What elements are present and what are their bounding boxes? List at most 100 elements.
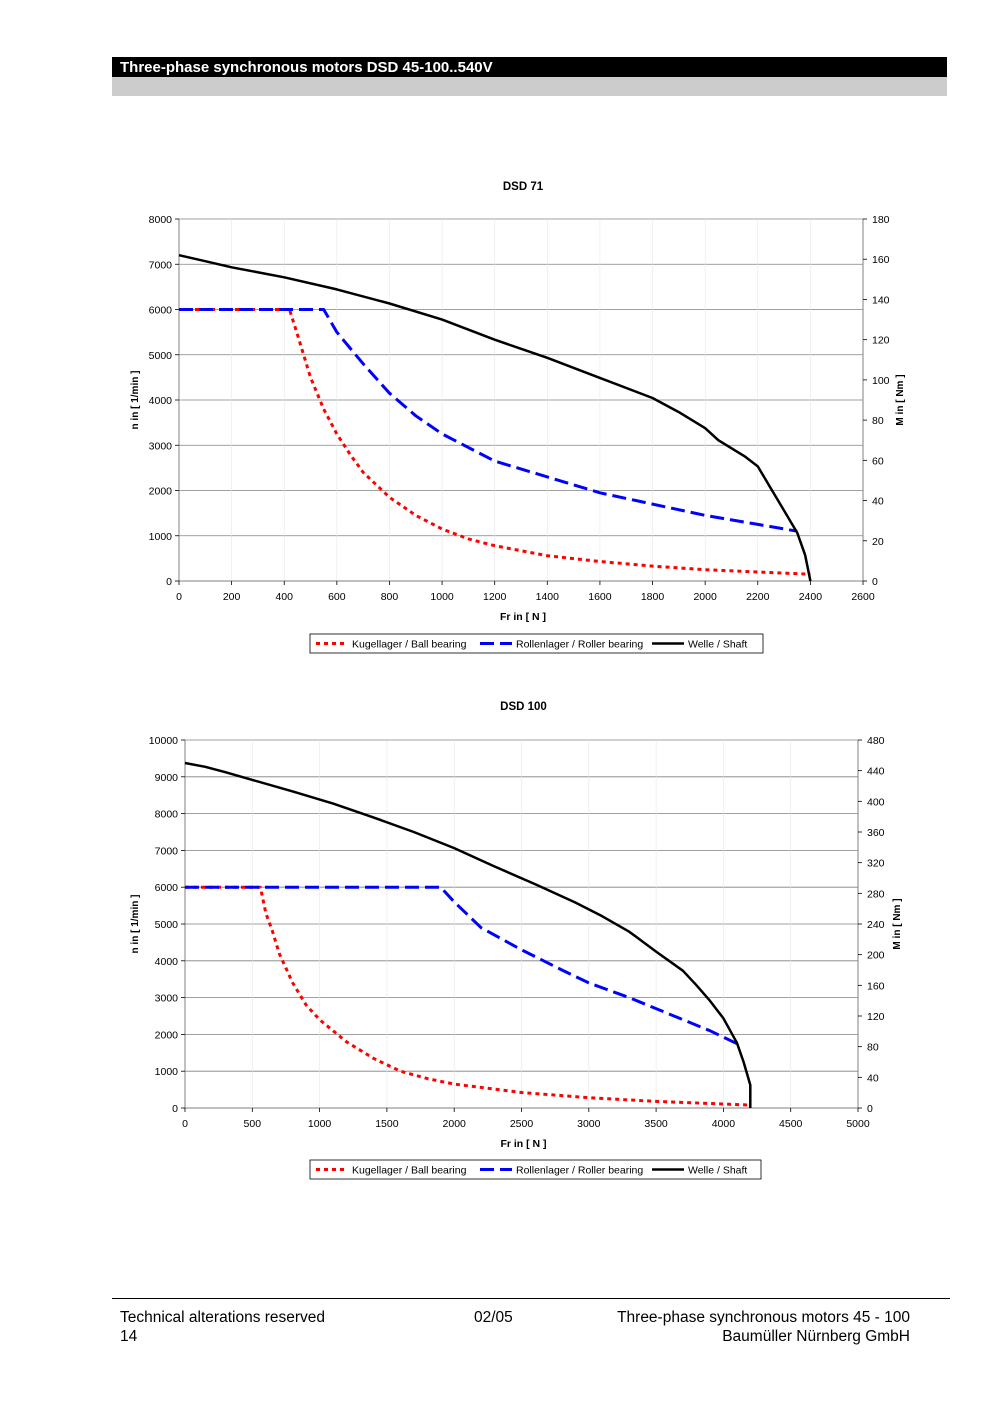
series-line-2	[185, 885, 738, 1045]
y-tick-label: 3000	[149, 440, 173, 452]
x-tick-label: 5000	[846, 1118, 870, 1130]
y-tick-label: 5000	[149, 350, 173, 362]
x-tick-label: 2400	[799, 591, 823, 603]
y2-tick-label: 200	[867, 950, 885, 962]
y-tick-label: 8000	[149, 214, 173, 226]
footer-page-number: 14	[120, 1328, 138, 1345]
x-tick-label: 3000	[577, 1118, 601, 1130]
footer-divider	[112, 1298, 950, 1299]
y-tick-label: 6000	[155, 882, 179, 894]
x-tick-label: 1500	[375, 1118, 399, 1130]
y2-axis-label: M in [ Nm ]	[895, 374, 906, 425]
legend-label-1: Kugellager / Ball bearing	[352, 1165, 467, 1177]
x-tick-label: 400	[275, 591, 293, 603]
header-bar	[112, 57, 947, 77]
series-line-1	[185, 885, 751, 1107]
x-axis-label: Fr in [ N ]	[500, 611, 546, 623]
y-tick-label: 7000	[155, 845, 179, 857]
footer-right-line1: Three-phase synchronous motors 45 - 100	[617, 1309, 910, 1326]
header-subbar	[112, 77, 947, 96]
y2-tick-label: 160	[867, 980, 885, 992]
y2-tick-label: 320	[867, 858, 885, 870]
x-tick-label: 2500	[510, 1118, 534, 1130]
y2-tick-label: 80	[872, 415, 884, 427]
x-tick-label: 1000	[430, 591, 454, 603]
y2-tick-label: 480	[867, 735, 885, 747]
y2-tick-label: 120	[867, 1011, 885, 1023]
x-tick-label: 4000	[712, 1118, 736, 1130]
y-tick-label: 1000	[149, 531, 173, 543]
y2-tick-label: 0	[872, 576, 878, 588]
footer-left-line1: Technical alterations reserved	[120, 1309, 326, 1326]
y-tick-label: 5000	[155, 919, 179, 931]
x-tick-label: 0	[176, 591, 182, 603]
x-tick-label: 800	[381, 591, 399, 603]
y2-tick-label: 280	[867, 888, 885, 900]
legend-label-3: Welle / Shaft	[688, 1165, 747, 1177]
series-line-3	[178, 253, 812, 582]
legend-box	[309, 1159, 762, 1180]
y-tick-label: 1000	[155, 1066, 179, 1078]
legend-label-1: Kugellager / Ball bearing	[352, 639, 467, 651]
x-tick-label: 2200	[746, 591, 770, 603]
y-axis-label: n in [ 1/min ]	[130, 895, 141, 954]
y-tick-label: 4000	[149, 395, 173, 407]
footer-date: 02/05	[474, 1309, 513, 1326]
y-tick-label: 10000	[149, 735, 178, 747]
x-tick-label: 200	[223, 591, 241, 603]
y2-tick-label: 80	[867, 1042, 879, 1054]
y-tick-label: 2000	[149, 486, 173, 498]
y2-tick-label: 440	[867, 766, 885, 778]
x-tick-label: 3500	[644, 1118, 668, 1130]
x-tick-label: 2600	[851, 591, 875, 603]
y2-tick-label: 360	[867, 827, 885, 839]
y2-tick-label: 0	[867, 1103, 873, 1115]
y-tick-label: 0	[166, 576, 172, 588]
x-tick-label: 2000	[443, 1118, 467, 1130]
y-tick-label: 8000	[155, 809, 179, 821]
footer-company: Baumüller Nürnberg GmbH	[722, 1328, 910, 1345]
x-axis-label: Fr in [ N ]	[500, 1138, 546, 1150]
y-tick-label: 7000	[149, 259, 173, 271]
chart-title: DSD 71	[503, 181, 544, 193]
legend-box	[309, 633, 764, 654]
chart-dsd100: 0100020003000400050006000700080009000100…	[130, 701, 903, 1180]
y-axis-label: n in [ 1/min ]	[130, 371, 141, 430]
legend-label-2: Rollenlager / Roller bearing	[516, 639, 643, 651]
x-tick-label: 500	[244, 1118, 262, 1130]
y2-tick-label: 60	[872, 455, 884, 467]
y-tick-label: 9000	[155, 772, 179, 784]
y2-tick-label: 40	[867, 1072, 879, 1084]
y-tick-label: 2000	[155, 1029, 179, 1041]
y-tick-label: 0	[172, 1103, 178, 1115]
y-tick-label: 6000	[149, 305, 173, 317]
x-tick-label: 1200	[483, 591, 507, 603]
y2-tick-label: 400	[867, 796, 885, 808]
y2-tick-label: 40	[872, 496, 884, 508]
chart-title: DSD 100	[500, 701, 547, 713]
x-tick-label: 0	[182, 1118, 188, 1130]
y2-tick-label: 160	[872, 254, 890, 266]
y2-tick-label: 140	[872, 294, 890, 306]
series-line-2	[179, 308, 798, 533]
series-line-3	[184, 761, 752, 1108]
y2-tick-label: 120	[872, 335, 890, 347]
x-tick-label: 4500	[779, 1118, 803, 1130]
x-tick-label: 600	[328, 591, 346, 603]
x-tick-label: 1600	[588, 591, 612, 603]
legend-label-2: Rollenlager / Roller bearing	[516, 1165, 643, 1177]
y2-axis-label: M in [ Nm ]	[892, 898, 903, 949]
y2-tick-label: 240	[867, 919, 885, 931]
y-tick-label: 4000	[155, 956, 179, 968]
y2-tick-label: 180	[872, 214, 890, 226]
series-line-1	[179, 308, 811, 576]
x-tick-label: 1800	[641, 591, 665, 603]
y2-tick-label: 100	[872, 375, 890, 387]
x-tick-label: 1400	[536, 591, 560, 603]
chart-dsd71: 0100020003000400050006000700080000204060…	[130, 181, 906, 654]
x-tick-label: 2000	[693, 591, 717, 603]
legend-label-3: Welle / Shaft	[688, 639, 747, 651]
y2-tick-label: 20	[872, 536, 884, 548]
x-tick-label: 1000	[308, 1118, 332, 1130]
y-tick-label: 3000	[155, 993, 179, 1005]
